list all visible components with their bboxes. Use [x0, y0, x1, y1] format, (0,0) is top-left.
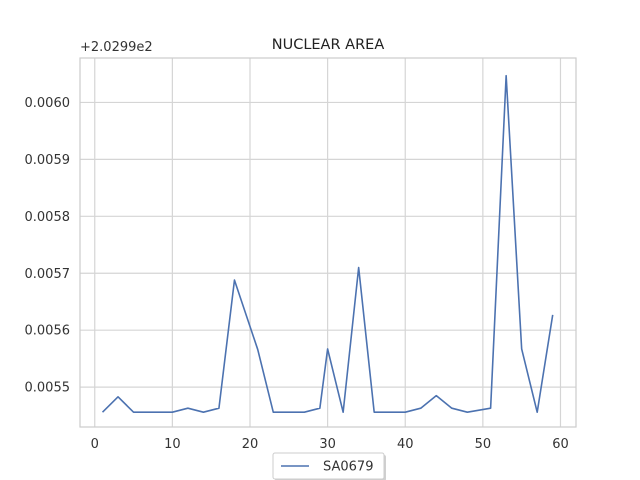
x-tick-label: 60	[552, 437, 569, 452]
legend: SA0679	[272, 452, 386, 480]
x-tick-label: 50	[475, 437, 492, 452]
x-tick-label: 30	[319, 437, 336, 452]
y-tick-label: 0.0056	[25, 324, 71, 339]
legend-box	[272, 452, 385, 480]
grid-layer	[80, 58, 576, 427]
x-tick-label: 20	[242, 437, 259, 452]
tick-label-layer: 0 10 20 30 40 50 60 0.0055 0.0056 0.0057 0.0058 0.0…	[25, 96, 569, 452]
x-tick-label: 0	[91, 437, 99, 452]
y-tick-label: 0.0058	[25, 210, 71, 225]
y-tick-label: 0.0057	[25, 267, 71, 282]
legend-label: SA0679	[323, 460, 373, 475]
series-layer	[101, 74, 554, 413]
y-tick-label: 0.0060	[25, 96, 71, 111]
series-line-0	[101, 74, 554, 413]
plot-frame	[79, 57, 577, 428]
y-tick-label: 0.0055	[25, 381, 71, 396]
y-axis-offset-label: +2.0299e2	[80, 40, 153, 55]
x-tick-label: 10	[164, 437, 181, 452]
chart-title: NUCLEAR AREA	[272, 37, 385, 53]
y-tick-label: 0.0059	[25, 153, 71, 168]
x-tick-label: 40	[397, 437, 414, 452]
